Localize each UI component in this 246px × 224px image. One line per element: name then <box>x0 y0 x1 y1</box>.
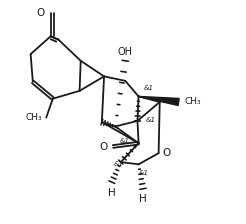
Text: H: H <box>139 194 147 204</box>
Text: O: O <box>99 142 108 151</box>
Text: &1: &1 <box>114 161 124 167</box>
Text: O: O <box>37 8 45 18</box>
Text: &1: &1 <box>144 84 154 90</box>
Text: CH₃: CH₃ <box>184 97 201 106</box>
Text: &1: &1 <box>145 117 155 123</box>
Text: OH: OH <box>118 47 133 58</box>
Text: &1: &1 <box>120 138 130 144</box>
Text: O: O <box>163 148 171 158</box>
Text: &1: &1 <box>138 170 149 176</box>
Polygon shape <box>138 96 179 106</box>
Text: H: H <box>108 188 116 198</box>
Text: CH₃: CH₃ <box>26 113 42 122</box>
